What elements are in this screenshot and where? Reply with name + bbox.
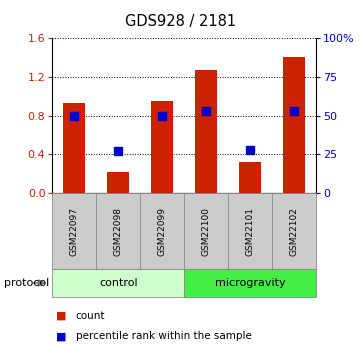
Text: GDS928 / 2181: GDS928 / 2181 bbox=[125, 14, 236, 29]
Point bbox=[115, 148, 121, 154]
Text: ■: ■ bbox=[56, 332, 66, 341]
Point bbox=[247, 147, 253, 152]
Text: microgravity: microgravity bbox=[215, 278, 285, 288]
Text: GSM22097: GSM22097 bbox=[70, 207, 79, 256]
Text: GSM22100: GSM22100 bbox=[201, 207, 210, 256]
Bar bbox=[195, 70, 217, 193]
Text: ■: ■ bbox=[56, 311, 66, 321]
Text: GSM22102: GSM22102 bbox=[290, 207, 299, 256]
Text: GSM22099: GSM22099 bbox=[158, 207, 167, 256]
Text: GSM22098: GSM22098 bbox=[114, 207, 123, 256]
Text: count: count bbox=[76, 311, 105, 321]
Text: control: control bbox=[99, 278, 138, 288]
Bar bbox=[151, 101, 173, 193]
Text: GSM22101: GSM22101 bbox=[245, 207, 255, 256]
Bar bbox=[63, 103, 85, 193]
Bar bbox=[107, 172, 129, 193]
Bar bbox=[239, 162, 261, 193]
Point bbox=[203, 108, 209, 114]
Text: protocol: protocol bbox=[4, 278, 49, 288]
Text: percentile rank within the sample: percentile rank within the sample bbox=[76, 332, 252, 341]
Bar bbox=[283, 57, 305, 193]
Point bbox=[71, 113, 77, 118]
Point bbox=[291, 108, 297, 114]
Point bbox=[159, 113, 165, 118]
